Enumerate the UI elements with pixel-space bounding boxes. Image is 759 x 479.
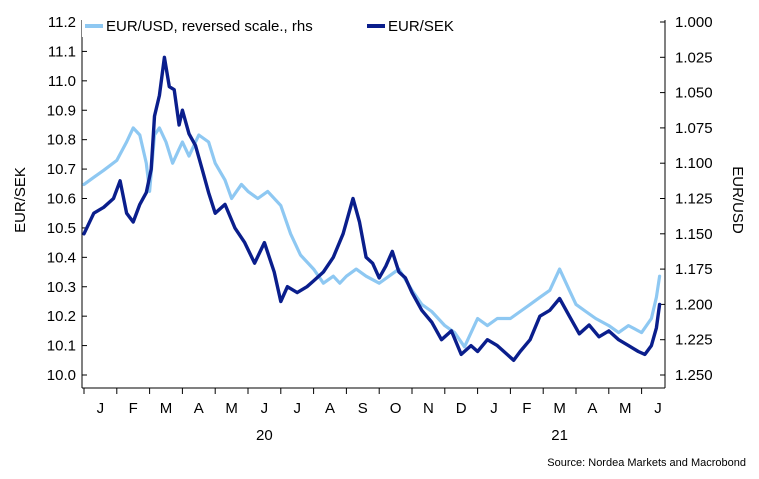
left-tick-label: 10.6 — [47, 191, 76, 208]
left-tick-label: 10.7 — [47, 161, 76, 178]
x-tick-label: M — [553, 400, 566, 417]
legend: EUR/USD, reversed scale., rhs EUR/SEK — [82, 15, 454, 37]
right-axis: 1.000 1.025 1.050 1.075 1.100 1.125 1.150 1.175… — [660, 14, 713, 384]
x-tick-label: J — [97, 400, 105, 417]
right-axis-title: EUR/USD — [729, 166, 746, 234]
left-axis-title: EUR/SEK — [12, 167, 29, 233]
right-tick-label: 1.000 — [675, 14, 713, 31]
x-tick-label: S — [358, 400, 368, 417]
left-tick-label: 10.8 — [47, 132, 76, 149]
right-tick-label: 1.075 — [675, 120, 713, 137]
left-tick-label: 10.0 — [47, 367, 76, 384]
left-tick-label: 11.1 — [48, 43, 76, 60]
x-tick-label: J — [293, 400, 301, 417]
left-tick-label: 11.0 — [48, 73, 76, 90]
left-tick-label: 10.5 — [47, 220, 76, 237]
right-tick-label: 1.200 — [675, 296, 713, 313]
x-tick-label: D — [456, 400, 467, 417]
x-tick-label: F — [522, 400, 531, 417]
legend-label-eurusd: EUR/USD, reversed scale., rhs — [106, 18, 313, 35]
right-tick-label: 1.150 — [675, 226, 713, 243]
right-tick-label: 1.125 — [675, 191, 713, 208]
series-layer — [82, 55, 662, 362]
series-line-eursek — [82, 55, 662, 362]
right-tick-label: 1.175 — [675, 261, 713, 278]
left-tick-label: 10.3 — [47, 279, 76, 296]
x-axis: J F M A M J J A S O N D J F M A M J 20 21 — [83, 388, 662, 444]
left-tick-label: 10.2 — [47, 308, 76, 325]
x-tick-label: M — [225, 400, 238, 417]
series-line-eurusd — [82, 126, 662, 349]
x-tick-label: M — [160, 400, 173, 417]
right-tick-label: 1.050 — [675, 85, 713, 102]
x-tick-label: O — [390, 400, 402, 417]
year-label: 20 — [256, 427, 273, 444]
x-tick-label: A — [587, 400, 597, 417]
left-axis: 10.0 10.1 10.2 10.3 10.4 10.5 10.6 10.7 10.8 10.9… — [47, 14, 87, 384]
right-tick-label: 1.025 — [675, 49, 713, 66]
x-tick-label: N — [423, 400, 434, 417]
left-tick-label: 10.1 — [47, 338, 76, 355]
x-tick-label: F — [129, 400, 138, 417]
right-tick-label: 1.225 — [675, 332, 713, 349]
right-tick-label: 1.250 — [675, 367, 713, 384]
x-tick-label: A — [325, 400, 335, 417]
x-tick-label: J — [490, 400, 498, 417]
x-tick-label: M — [619, 400, 632, 417]
left-tick-label: 10.9 — [47, 102, 76, 119]
x-tick-label: A — [194, 400, 204, 417]
source-note: Source: Nordea Markets and Macrobond — [547, 457, 746, 469]
x-tick-label: J — [261, 400, 269, 417]
left-tick-label: 10.4 — [47, 249, 76, 266]
left-tick-label: 11.2 — [48, 14, 76, 31]
x-tick-label: J — [654, 400, 662, 417]
legend-background — [82, 15, 362, 37]
legend-label-eursek: EUR/SEK — [388, 18, 454, 35]
right-tick-label: 1.100 — [675, 155, 713, 172]
year-label: 21 — [551, 427, 568, 444]
